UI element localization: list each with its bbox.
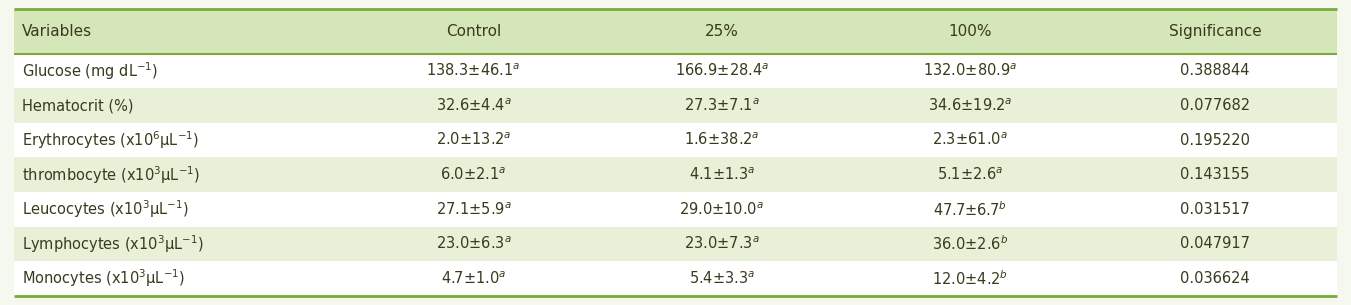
Bar xyxy=(14,192,351,227)
Text: 2.0±13.2$^{a}$: 2.0±13.2$^{a}$ xyxy=(436,132,511,149)
Text: 25%: 25% xyxy=(705,24,739,39)
Text: 0.031517: 0.031517 xyxy=(1181,202,1250,217)
Bar xyxy=(1093,54,1337,88)
Bar xyxy=(847,54,1093,88)
Bar xyxy=(14,54,351,88)
Text: 27.3±7.1$^{a}$: 27.3±7.1$^{a}$ xyxy=(684,97,759,114)
Bar xyxy=(1093,227,1337,261)
Bar xyxy=(351,227,596,261)
Bar xyxy=(596,157,847,192)
Text: 27.1±5.9$^{a}$: 27.1±5.9$^{a}$ xyxy=(435,201,512,218)
Bar xyxy=(847,88,1093,123)
Text: 100%: 100% xyxy=(948,24,992,39)
Text: 0.388844: 0.388844 xyxy=(1181,63,1250,78)
Bar xyxy=(14,123,351,157)
Bar xyxy=(847,9,1093,54)
Bar xyxy=(351,261,596,296)
Bar xyxy=(596,227,847,261)
Bar xyxy=(847,261,1093,296)
Bar xyxy=(351,88,596,123)
Text: 36.0±2.6$^{b}$: 36.0±2.6$^{b}$ xyxy=(932,235,1008,253)
Text: 23.0±7.3$^{a}$: 23.0±7.3$^{a}$ xyxy=(684,236,759,252)
Bar xyxy=(1093,123,1337,157)
Text: Monocytes (x10$^{3}$μL$^{-1}$): Monocytes (x10$^{3}$μL$^{-1}$) xyxy=(22,268,185,289)
Text: Leucocytes (x10$^{3}$μL$^{-1}$): Leucocytes (x10$^{3}$μL$^{-1}$) xyxy=(22,199,188,220)
Text: 0.195220: 0.195220 xyxy=(1179,133,1250,148)
Bar xyxy=(596,123,847,157)
Text: 6.0±2.1$^{a}$: 6.0±2.1$^{a}$ xyxy=(440,167,507,183)
Text: thrombocyte (x10$^{3}$μL$^{-1}$): thrombocyte (x10$^{3}$μL$^{-1}$) xyxy=(22,164,200,185)
Bar xyxy=(1093,261,1337,296)
Text: 5.4±3.3$^{a}$: 5.4±3.3$^{a}$ xyxy=(689,270,755,287)
Bar xyxy=(596,54,847,88)
Text: 34.6±19.2$^{a}$: 34.6±19.2$^{a}$ xyxy=(928,97,1012,114)
Bar xyxy=(1093,88,1337,123)
Text: 132.0±80.9$^{a}$: 132.0±80.9$^{a}$ xyxy=(923,63,1017,79)
Text: Lymphocytes (x10$^{3}$μL$^{-1}$): Lymphocytes (x10$^{3}$μL$^{-1}$) xyxy=(22,233,204,255)
Bar xyxy=(351,157,596,192)
Text: 0.036624: 0.036624 xyxy=(1181,271,1250,286)
Text: Control: Control xyxy=(446,24,501,39)
Bar xyxy=(14,88,351,123)
Bar xyxy=(847,123,1093,157)
Bar xyxy=(596,9,847,54)
Text: 32.6±4.4$^{a}$: 32.6±4.4$^{a}$ xyxy=(435,97,512,114)
Bar xyxy=(847,157,1093,192)
Text: 166.9±28.4$^{a}$: 166.9±28.4$^{a}$ xyxy=(674,63,769,79)
Bar xyxy=(14,261,351,296)
Text: 29.0±10.0$^{a}$: 29.0±10.0$^{a}$ xyxy=(680,201,765,218)
Text: 0.143155: 0.143155 xyxy=(1181,167,1250,182)
Bar xyxy=(596,88,847,123)
Text: 0.047917: 0.047917 xyxy=(1179,236,1250,251)
Bar xyxy=(14,9,351,54)
Bar xyxy=(351,192,596,227)
Text: 47.7±6.7$^{b}$: 47.7±6.7$^{b}$ xyxy=(934,200,1006,219)
Bar xyxy=(351,9,596,54)
Text: 1.6±38.2$^{a}$: 1.6±38.2$^{a}$ xyxy=(685,132,759,149)
Text: 23.0±6.3$^{a}$: 23.0±6.3$^{a}$ xyxy=(435,236,512,252)
Text: 2.3±61.0$^{a}$: 2.3±61.0$^{a}$ xyxy=(932,132,1008,149)
Text: 138.3±46.1$^{a}$: 138.3±46.1$^{a}$ xyxy=(427,63,521,79)
Text: Significance: Significance xyxy=(1169,24,1262,39)
Bar xyxy=(351,123,596,157)
Bar xyxy=(14,227,351,261)
Bar xyxy=(847,227,1093,261)
Text: Erythrocytes (x10$^{6}$μL$^{-1}$): Erythrocytes (x10$^{6}$μL$^{-1}$) xyxy=(22,129,199,151)
Bar xyxy=(1093,157,1337,192)
Text: Glucose (mg dL$^{-1}$): Glucose (mg dL$^{-1}$) xyxy=(22,60,158,82)
Text: 4.1±1.3$^{a}$: 4.1±1.3$^{a}$ xyxy=(689,167,755,183)
Bar xyxy=(14,157,351,192)
Bar xyxy=(847,192,1093,227)
Bar xyxy=(1093,9,1337,54)
Text: 0.077682: 0.077682 xyxy=(1179,98,1250,113)
Bar xyxy=(1093,192,1337,227)
Text: Hematocrit (%): Hematocrit (%) xyxy=(22,98,134,113)
Bar xyxy=(596,261,847,296)
Text: 5.1±2.6$^{a}$: 5.1±2.6$^{a}$ xyxy=(936,167,1004,183)
Text: Variables: Variables xyxy=(22,24,92,39)
Bar xyxy=(596,192,847,227)
Bar xyxy=(351,54,596,88)
Text: 4.7±1.0$^{a}$: 4.7±1.0$^{a}$ xyxy=(440,270,507,287)
Text: 12.0±4.2$^{b}$: 12.0±4.2$^{b}$ xyxy=(932,269,1008,288)
